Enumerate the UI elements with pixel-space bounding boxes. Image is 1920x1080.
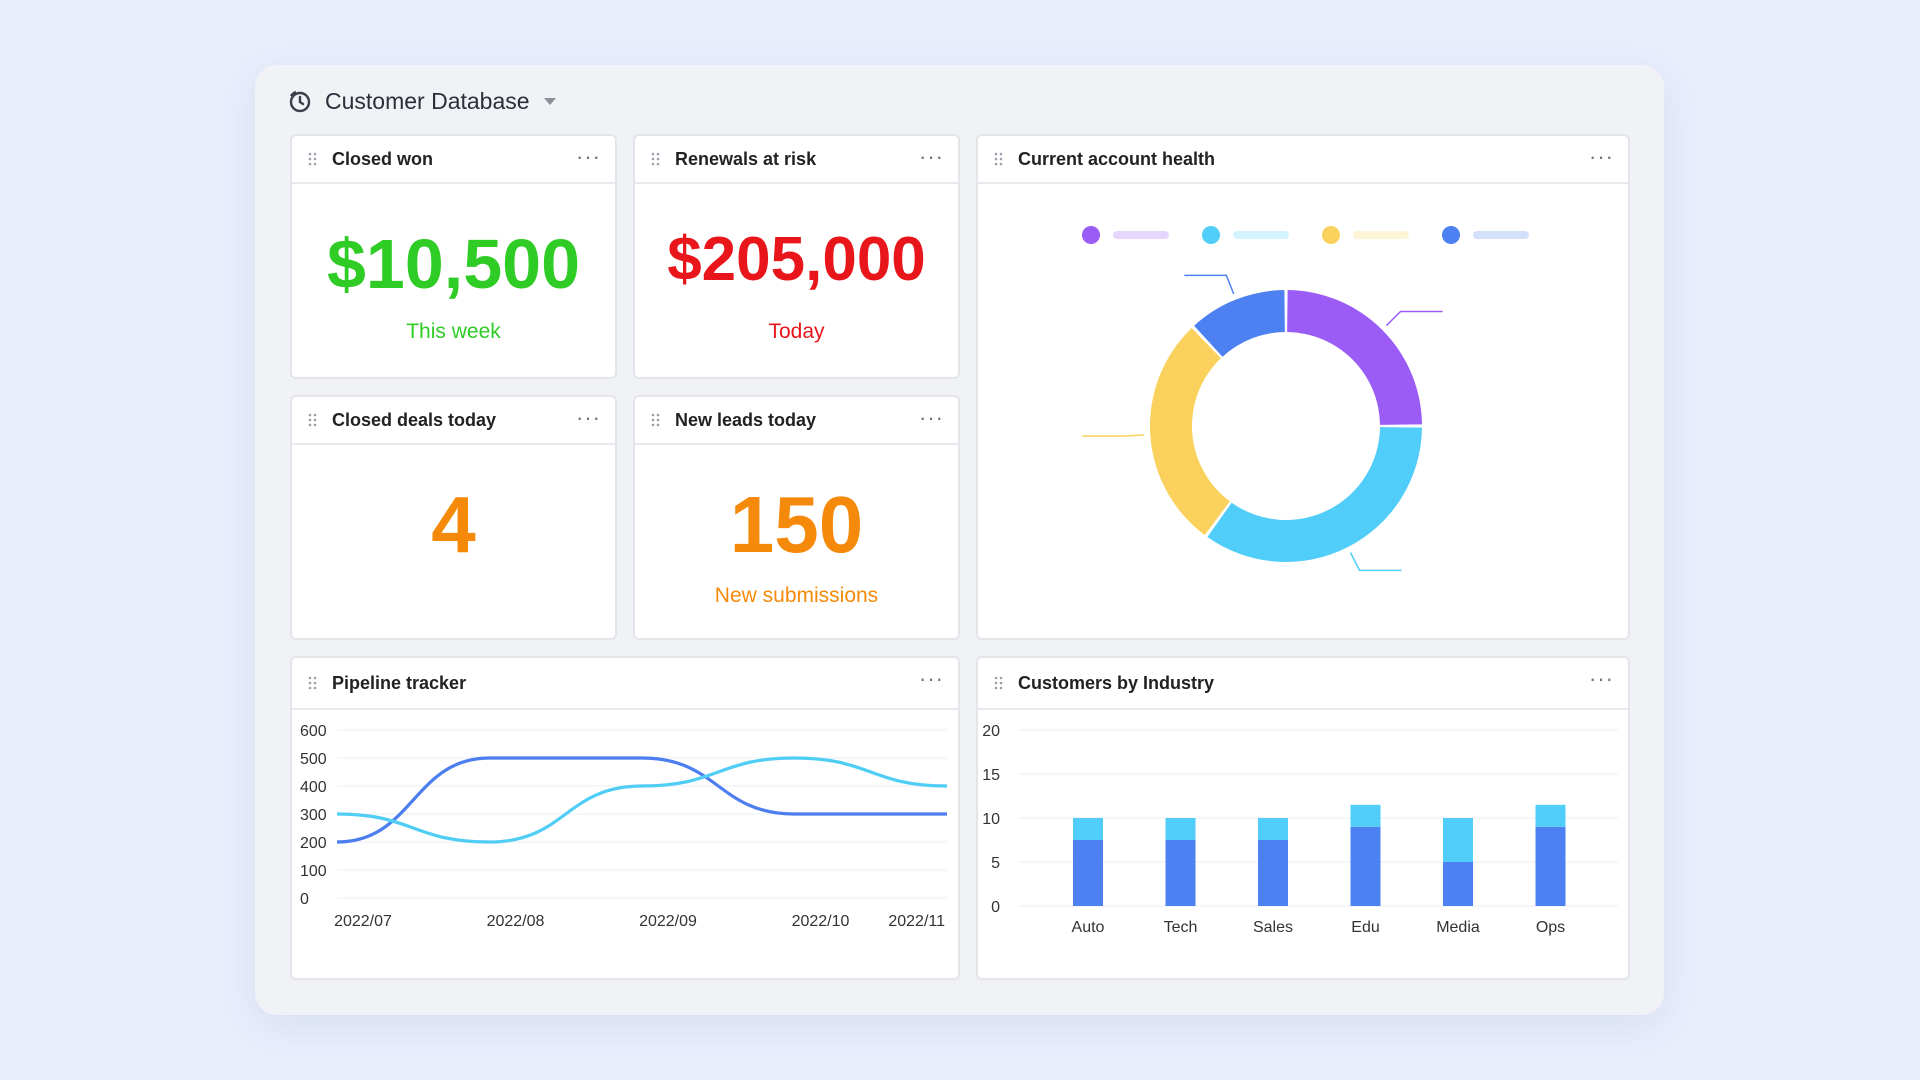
donut-leader-line [1349, 552, 1402, 572]
industry-bar-chart: 0 5 10 15 20 Auto Tech Sales Edu Media Ops [982, 723, 1618, 936]
donut-leader-line [1184, 274, 1235, 295]
drag-handle-icon[interactable] [651, 413, 661, 427]
more-options-button[interactable]: ··· [919, 405, 944, 430]
y-tick-label: 5 [991, 855, 1000, 872]
x-tick-label: 2022/08 [487, 913, 545, 930]
new-leads-card: New leads today ··· 150 New submissions [633, 395, 960, 640]
renewals-period: Today [768, 320, 825, 343]
more-options-button[interactable]: ··· [576, 405, 601, 430]
card-title: Pipeline tracker [332, 672, 467, 693]
drag-handle-icon[interactable] [308, 676, 318, 690]
timer-icon [289, 90, 311, 113]
bar-segment [1350, 804, 1381, 827]
bar-segment [1443, 862, 1473, 906]
x-tick-label: 2022/07 [334, 913, 392, 930]
card-title: Renewals at risk [675, 148, 817, 169]
legend-label-placeholder [1113, 231, 1169, 239]
legend-swatch [1442, 226, 1460, 244]
drag-handle-icon[interactable] [651, 152, 661, 166]
x-tick-label: 2022/09 [639, 913, 697, 930]
y-tick-label: 300 [300, 807, 327, 824]
x-tick-label: Media [1436, 919, 1480, 936]
drag-handle-icon[interactable] [308, 413, 318, 427]
y-tick-label: 20 [982, 723, 1000, 740]
more-options-button[interactable]: ··· [919, 144, 944, 169]
x-tick-label: Auto [1072, 919, 1105, 936]
x-tick-label: Ops [1536, 919, 1565, 936]
bar-segment [1073, 818, 1103, 840]
renewals-value: $205,000 [667, 225, 926, 294]
x-tick-label: Sales [1253, 919, 1293, 936]
y-tick-label: 0 [991, 899, 1000, 916]
legend-label-placeholder [1353, 231, 1409, 239]
x-tick-label: 2022/11 [888, 913, 945, 930]
legend-label-placeholder [1233, 231, 1289, 239]
x-tick-label: Tech [1164, 919, 1198, 936]
donut-slice [1287, 290, 1422, 425]
chevron-down-icon[interactable] [542, 93, 558, 109]
bar-segment [1165, 840, 1196, 906]
dashboard-header[interactable]: Customer Database [287, 83, 558, 119]
donut-leader-line [1385, 310, 1443, 327]
more-options-button[interactable]: ··· [1589, 144, 1614, 169]
more-options-button[interactable]: ··· [576, 144, 601, 169]
legend-label-placeholder [1473, 231, 1529, 239]
legend-swatch [1322, 226, 1340, 244]
y-tick-label: 200 [300, 835, 327, 852]
bar-segment [1258, 818, 1288, 840]
bar-segment [1535, 804, 1566, 827]
drag-handle-icon[interactable] [994, 676, 1004, 690]
renewals-card: Renewals at risk ··· $205,000 Today [633, 134, 960, 379]
closed-won-card: Closed won ··· $10,500 This week [290, 134, 617, 379]
y-tick-label: 400 [300, 779, 327, 796]
series-line [336, 756, 948, 844]
pipeline-line-chart: 0 100 200 300 400 500 600 2022/07 2022/08 2022/09… [300, 723, 948, 930]
more-options-button[interactable]: ··· [1589, 666, 1614, 691]
y-tick-label: 15 [982, 767, 1000, 784]
legend-swatch [1082, 226, 1100, 244]
y-tick-label: 500 [300, 751, 327, 768]
x-tick-label: 2022/10 [792, 913, 850, 930]
card-title: Customers by Industry [1018, 672, 1215, 693]
dashboard-frame: Customer Database Closed won ··· $10,500… [255, 65, 1664, 1015]
bar-segment [1258, 840, 1288, 906]
donut-slice [1194, 290, 1285, 357]
closed-won-value: $10,500 [326, 225, 581, 303]
bar-segment [1165, 818, 1196, 840]
page-title: Customer Database [325, 87, 530, 114]
y-tick-label: 10 [982, 811, 1000, 828]
closed-deals-value: 4 [431, 480, 476, 569]
closed-won-period: This week [406, 320, 501, 343]
bar-segment [1350, 826, 1381, 906]
card-title: Current account health [1018, 148, 1216, 169]
bar-segment [1073, 840, 1103, 906]
account-health-donut-chart [1082, 226, 1529, 572]
closed-deals-card: Closed deals today ··· 4 [290, 395, 617, 640]
y-tick-label: 0 [300, 891, 309, 908]
bar-segment [1443, 818, 1473, 862]
drag-handle-icon[interactable] [308, 152, 318, 166]
card-title: Closed won [332, 148, 434, 169]
y-tick-label: 100 [300, 863, 327, 880]
legend-swatch [1202, 226, 1220, 244]
new-leads-caption: New submissions [714, 584, 879, 607]
bar-segment [1535, 826, 1566, 906]
donut-leader-line [1082, 434, 1145, 437]
pipeline-tracker-card: Pipeline tracker ··· 0 100 200 300 400 500 600… [290, 656, 960, 980]
more-options-button[interactable]: ··· [919, 666, 944, 691]
account-health-card: Current account health ··· [976, 134, 1630, 640]
series-line [336, 756, 947, 844]
y-tick-label: 600 [300, 723, 327, 740]
new-leads-value: 150 [729, 480, 864, 569]
card-title: New leads today [675, 409, 817, 430]
donut-slice [1150, 327, 1230, 536]
x-tick-label: Edu [1351, 919, 1379, 936]
drag-handle-icon[interactable] [994, 152, 1004, 166]
card-title: Closed deals today [332, 409, 497, 430]
customers-by-industry-card: Customers by Industry ··· 0 5 10 15 20 Auto Te… [976, 656, 1630, 980]
donut-slice [1207, 427, 1422, 562]
